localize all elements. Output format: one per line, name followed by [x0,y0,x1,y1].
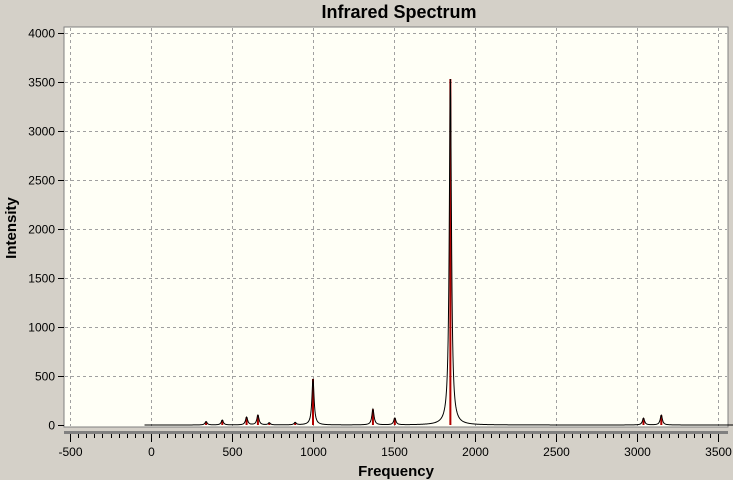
x-axis: -500 0 500 1000 1500 2000 2500 3000 3500 [58,434,732,459]
y-tick-label: 2000 [28,223,55,237]
x-axis-title: Frequency [358,463,435,480]
y-tick-label: 3000 [28,125,55,139]
y-tick-label: 3500 [28,76,55,90]
x-tick-label: 1000 [300,445,327,459]
chart-title: Infrared Spectrum [321,2,476,22]
x-tick-label: -500 [58,445,82,459]
x-tick-label: 500 [222,445,242,459]
y-axis-title: Intensity [3,197,20,259]
y-axis: 0 500 1000 1500 2000 2500 3000 3500 4000 [28,27,64,433]
grid-lines [65,28,727,426]
x-tick-label: 2000 [462,445,489,459]
y-tick-label: 0 [48,419,55,433]
stick-spectrum [205,79,663,425]
x-axis-bar [64,431,728,434]
y-tick-label: 4000 [28,27,55,41]
x-tick-label: 2500 [543,445,570,459]
x-tick-label: 0 [148,445,155,459]
y-tick-label: 500 [35,370,55,384]
x-tick-label: 3000 [624,445,651,459]
plot-area [63,26,729,428]
spectrum-line [144,79,733,426]
x-tick-label: 1500 [381,445,408,459]
y-tick-label: 1000 [28,321,55,335]
y-tick-label: 2500 [28,174,55,188]
y-tick-label: 1500 [28,272,55,286]
x-tick-label: 3500 [705,445,732,459]
